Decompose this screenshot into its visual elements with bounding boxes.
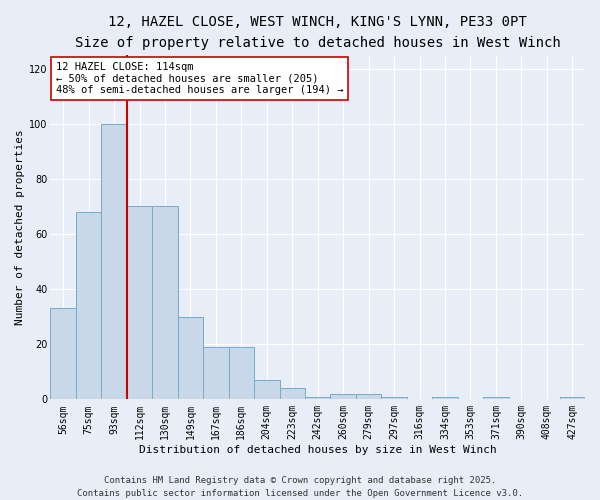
Bar bbox=[382, 396, 407, 400]
Bar bbox=[76, 212, 101, 400]
Bar bbox=[560, 396, 585, 400]
Bar bbox=[152, 206, 178, 400]
Bar bbox=[280, 388, 305, 400]
Text: 12 HAZEL CLOSE: 114sqm
← 50% of detached houses are smaller (205)
48% of semi-de: 12 HAZEL CLOSE: 114sqm ← 50% of detached… bbox=[56, 62, 343, 95]
Bar bbox=[483, 396, 509, 400]
Text: Contains HM Land Registry data © Crown copyright and database right 2025.
Contai: Contains HM Land Registry data © Crown c… bbox=[77, 476, 523, 498]
Bar bbox=[178, 316, 203, 400]
Bar bbox=[101, 124, 127, 400]
X-axis label: Distribution of detached houses by size in West Winch: Distribution of detached houses by size … bbox=[139, 445, 497, 455]
Bar bbox=[203, 347, 229, 400]
Title: 12, HAZEL CLOSE, WEST WINCH, KING'S LYNN, PE33 0PT
Size of property relative to : 12, HAZEL CLOSE, WEST WINCH, KING'S LYNN… bbox=[75, 15, 560, 50]
Bar bbox=[305, 396, 331, 400]
Bar bbox=[356, 394, 382, 400]
Bar bbox=[229, 347, 254, 400]
Bar bbox=[254, 380, 280, 400]
Bar bbox=[127, 206, 152, 400]
Y-axis label: Number of detached properties: Number of detached properties bbox=[15, 130, 25, 325]
Bar bbox=[50, 308, 76, 400]
Bar bbox=[432, 396, 458, 400]
Bar bbox=[331, 394, 356, 400]
